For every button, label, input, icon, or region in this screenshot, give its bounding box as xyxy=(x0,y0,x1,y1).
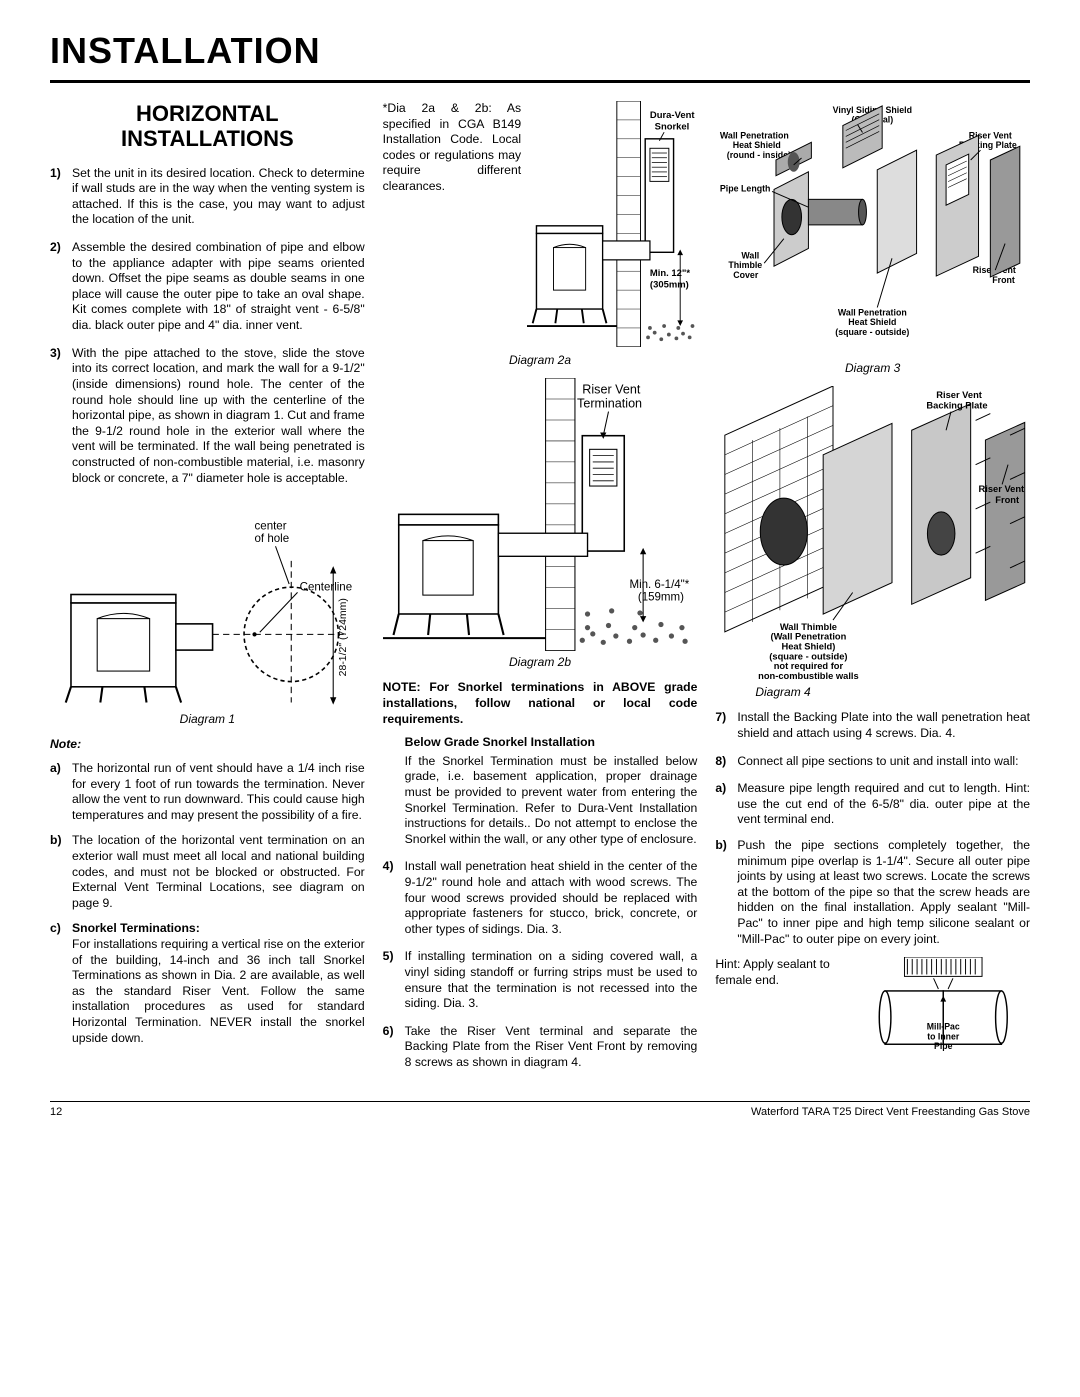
svg-text:(square - outside): (square - outside) xyxy=(836,327,910,337)
diag3-wphs-round: Wall Penetration xyxy=(720,130,789,140)
svg-text:Heat Shield: Heat Shield xyxy=(733,140,781,150)
step-4: 4)Install wall penetration heat shield i… xyxy=(383,859,698,937)
diag2b-riser-label: Riser Vent xyxy=(582,383,641,397)
substep-b-text: Push the pipe sections completely togeth… xyxy=(737,838,1030,947)
svg-text:Backing Plate: Backing Plate xyxy=(927,401,988,411)
column-1: HORIZONTAL INSTALLATIONS 1)Set the unit … xyxy=(50,101,365,1083)
diag2a-dv-label: Dura-Vent xyxy=(650,110,695,121)
svg-text:Snorkel: Snorkel xyxy=(655,121,690,132)
note-b-text: The location of the horizontal vent term… xyxy=(72,833,365,911)
diagram-2a: Dura-Vent Snorkel Min. 12"* (305mm) xyxy=(527,101,697,347)
step-7-text: Install the Backing Plate into the wall … xyxy=(737,710,1030,741)
substeps-ab: a)Measure pipe length required and cut t… xyxy=(715,781,1030,947)
note-c: c) Snorkel Terminations: For installatio… xyxy=(50,921,365,1046)
column-2: *Dia 2a & 2b: As specified in CGA B149 I… xyxy=(383,101,698,1083)
svg-text:(square - outside): (square - outside) xyxy=(770,651,848,661)
diag1-height-label: 28-1/2" (724mm) xyxy=(338,598,349,676)
svg-text:Thimble: Thimble xyxy=(729,260,763,270)
diagram-2b: Riser Vent Termination Min. 6-1/4"* (159… xyxy=(383,378,698,651)
svg-text:not required for: not required for xyxy=(774,661,844,671)
svg-text:(305mm): (305mm) xyxy=(650,279,689,290)
substep-a-text: Measure pipe length required and cut to … xyxy=(737,781,1030,828)
below-grade-body: If the Snorkel Termination must be insta… xyxy=(405,754,698,848)
diag1-center-label: center xyxy=(255,521,287,533)
diag4-wt: Wall Thimble xyxy=(780,622,837,632)
steps-1-3: 1)Set the unit in its desired location. … xyxy=(50,166,365,487)
step-8-text: Connect all pipe sections to unit and in… xyxy=(737,754,1030,770)
diagram-1-caption: Diagram 1 xyxy=(50,712,365,727)
step-2-text: Assemble the desired combination of pipe… xyxy=(72,240,365,334)
hint-row: Hint: Apply sealant to female end. Mill-… xyxy=(715,957,1030,1068)
step-6-text: Take the Riser Vent terminal and separat… xyxy=(405,1024,698,1071)
step-1: 1)Set the unit in its desired location. … xyxy=(50,166,365,228)
diag2b-min-label: Min. 6-1/4"* xyxy=(629,579,689,591)
content-columns: HORIZONTAL INSTALLATIONS 1)Set the unit … xyxy=(50,101,1030,1083)
note-a: a)The horizontal run of vent should have… xyxy=(50,761,365,823)
step-6: 6)Take the Riser Vent terminal and separ… xyxy=(383,1024,698,1071)
title-rule xyxy=(50,80,1030,83)
step-5: 5)If installing termination on a siding … xyxy=(383,949,698,1011)
footer-page-number: 12 xyxy=(50,1106,62,1118)
note-label: Note: xyxy=(50,737,365,753)
svg-text:Pipe: Pipe xyxy=(934,1041,953,1051)
steps-4-6: 4)Install wall penetration heat shield i… xyxy=(383,859,698,1070)
svg-text:Heat Shield): Heat Shield) xyxy=(782,642,836,652)
snorkel-note: NOTE: For Snorkel terminations in ABOVE … xyxy=(383,680,698,727)
footer-product-name: Waterford TARA T25 Direct Vent Freestand… xyxy=(751,1106,1030,1118)
note-c-head: Snorkel Terminations: xyxy=(72,921,200,935)
svg-text:(159mm): (159mm) xyxy=(638,592,684,604)
note-c-body: Snorkel Terminations: For installations … xyxy=(72,921,365,1046)
notes-abc: a)The horizontal run of vent should have… xyxy=(50,761,365,1046)
dia-note: *Dia 2a & 2b: As specified in CGA B149 I… xyxy=(383,101,521,349)
step-8: 8)Connect all pipe sections to unit and … xyxy=(715,754,1030,770)
diag3-pipe-len: Pipe Length xyxy=(720,183,771,193)
diag3-wphs-sq: Wall Penetration xyxy=(838,307,907,317)
step-7: 7)Install the Backing Plate into the wal… xyxy=(715,710,1030,741)
diagram-2a-caption: Diagram 2a xyxy=(383,353,698,368)
note-b: b)The location of the horizontal vent te… xyxy=(50,833,365,911)
svg-text:(Wall Penetration: (Wall Penetration xyxy=(771,632,847,642)
hint-text: Hint: Apply sealant to female end. xyxy=(715,957,847,988)
footer-rule xyxy=(50,1101,1030,1102)
diagram-3-caption: Diagram 3 xyxy=(715,361,1030,376)
svg-text:non-combustible walls: non-combustible walls xyxy=(758,671,859,681)
step-1-text: Set the unit in its desired location. Ch… xyxy=(72,166,365,228)
diag4-riser-back: Riser Vent xyxy=(937,390,983,400)
column-3: Vinyl Siding Shield (Optional) Wall Pene… xyxy=(715,101,1030,1083)
section-heading: HORIZONTAL INSTALLATIONS xyxy=(50,101,365,152)
below-grade-head: Below Grade Snorkel Installation xyxy=(405,735,698,751)
diag3-wtc: Wall xyxy=(742,250,760,260)
substep-a: a)Measure pipe length required and cut t… xyxy=(715,781,1030,828)
note-c-text: For installations requiring a vertical r… xyxy=(72,937,365,1045)
step-4-text: Install wall penetration heat shield in … xyxy=(405,859,698,937)
diagram-4: Riser Vent Backing Plate Riser Vent Fron… xyxy=(715,386,1030,681)
svg-text:Cover: Cover xyxy=(734,270,760,280)
svg-text:of hole: of hole xyxy=(255,533,290,545)
steps-7-8: 7)Install the Backing Plate into the wal… xyxy=(715,710,1030,769)
svg-text:Heat Shield: Heat Shield xyxy=(849,317,897,327)
svg-text:Front: Front xyxy=(996,495,1020,505)
hint-diagram: Mill-Pac to Inner Pipe xyxy=(856,957,1031,1068)
svg-text:to Inner: to Inner xyxy=(927,1032,960,1042)
step-3-text: With the pipe attached to the stove, sli… xyxy=(72,346,365,486)
diagram-4-caption: Diagram 4 xyxy=(755,685,1030,700)
substep-b: b)Push the pipe sections completely toge… xyxy=(715,838,1030,947)
hint-millpac: Mill-Pac xyxy=(926,1022,959,1032)
page-title: INSTALLATION xyxy=(50,30,1030,72)
svg-text:Termination: Termination xyxy=(577,397,642,411)
diagram-2b-caption: Diagram 2b xyxy=(383,655,698,670)
step-3: 3)With the pipe attached to the stove, s… xyxy=(50,346,365,486)
diag4-riser-front: Riser Vent xyxy=(979,484,1025,494)
diagram-1: 28-1/2" (724mm) center of hole Centerlin… xyxy=(50,498,365,708)
step-2: 2)Assemble the desired combination of pi… xyxy=(50,240,365,334)
page-footer: 12 Waterford TARA T25 Direct Vent Freest… xyxy=(50,1106,1030,1118)
diagram-3: Vinyl Siding Shield (Optional) Wall Pene… xyxy=(715,101,1030,357)
diag2a-min-label: Min. 12"* xyxy=(650,268,690,279)
svg-text:Front: Front xyxy=(993,275,1016,285)
step-5-text: If installing termination on a siding co… xyxy=(405,949,698,1011)
diag1-centerline-label: Centerline xyxy=(300,581,352,593)
note-a-text: The horizontal run of vent should have a… xyxy=(72,761,365,823)
